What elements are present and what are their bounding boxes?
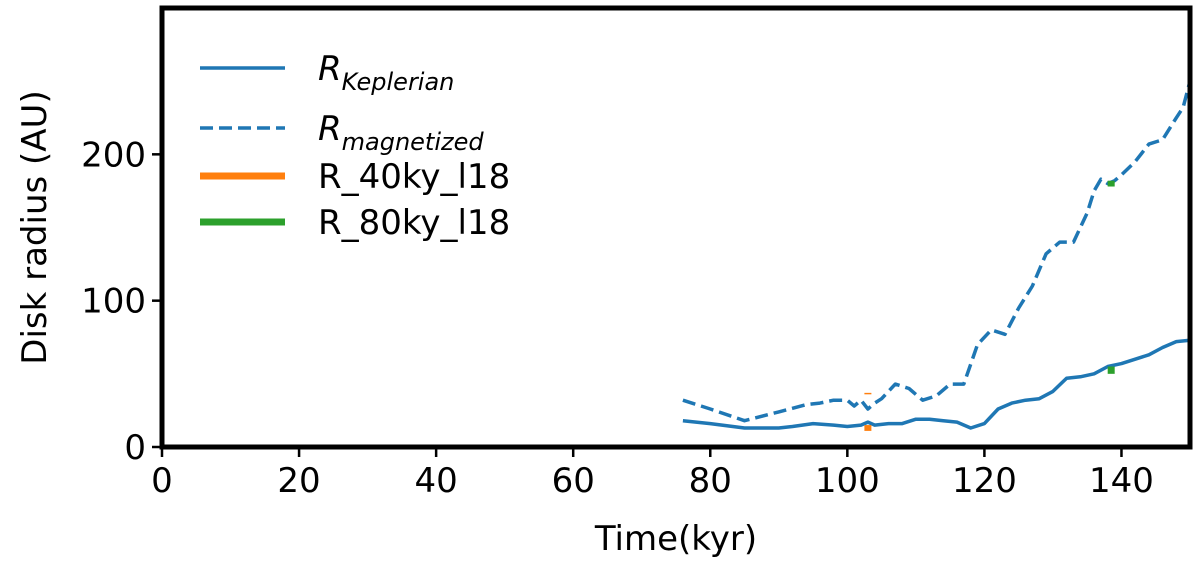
x-tick-label-40: 40 (415, 461, 458, 501)
x-tick-label-140: 140 (1089, 461, 1154, 501)
legend-label-keplerian-main: R (318, 49, 342, 89)
y-axis-label: Disk radius (AU) (15, 90, 55, 364)
series-layer (682, 80, 1190, 431)
legend-label-r80: R_80ky_l18 (318, 203, 510, 243)
legend-label-r40: R_40ky_l18 (318, 157, 510, 197)
y-tick-label-0: 0 (124, 428, 146, 468)
legend: RKeplerian Rmagnetized R_40ky_l18 R_80ky… (200, 49, 510, 243)
legend-label-magnetized-main: R (318, 109, 342, 149)
y-tick-label-200: 200 (81, 135, 146, 175)
x-tick-label-0: 0 (151, 461, 173, 501)
ticks-layer: 0 20 40 60 80 100 120 140 0 100 200 (81, 135, 1154, 501)
x-tick-label-20: 20 (277, 461, 320, 501)
legend-label-keplerian-sub: Keplerian (342, 68, 455, 96)
x-tick-label-60: 60 (552, 461, 595, 501)
x-axis-label: Time(kyr) (594, 519, 757, 559)
series-line-magnetized (682, 80, 1190, 423)
legend-label-magnetized: Rmagnetized (318, 109, 484, 156)
x-tick-label-100: 100 (815, 461, 880, 501)
legend-label-magnetized-sub: magnetized (342, 128, 485, 156)
y-tick-label-100: 100 (81, 282, 146, 322)
legend-label-keplerian: RKeplerian (318, 49, 454, 96)
x-tick-label-120: 120 (952, 461, 1017, 501)
plot-frame (159, 5, 1193, 450)
series-line-keplerian (682, 338, 1190, 430)
x-tick-label-80: 80 (689, 461, 732, 501)
